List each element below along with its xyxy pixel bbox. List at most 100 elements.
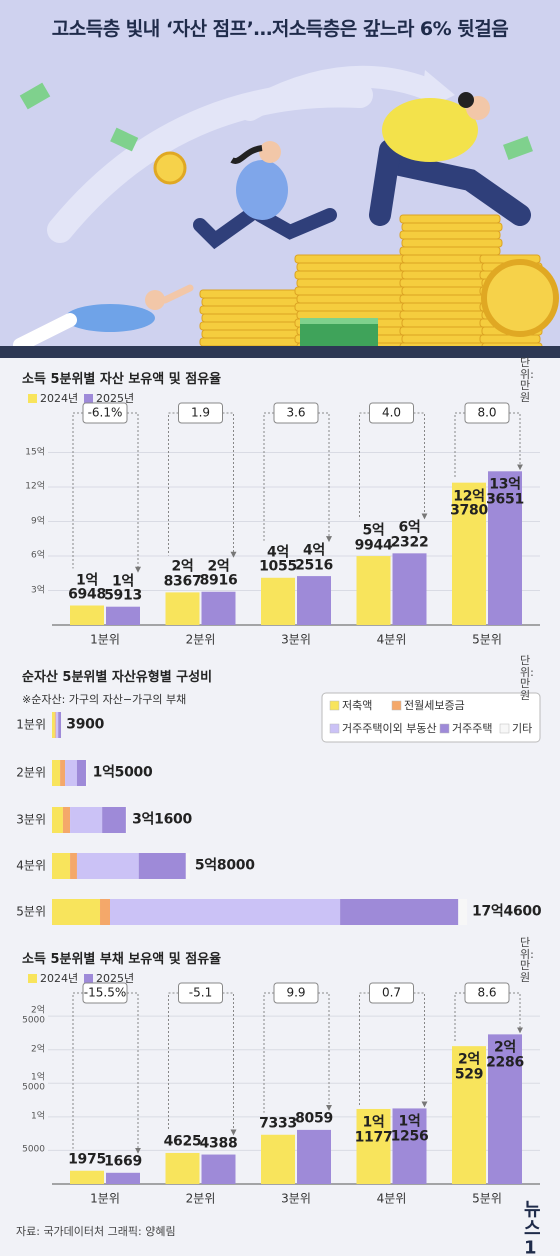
row-label: 4분위: [16, 858, 46, 873]
bar-segment: [55, 712, 59, 738]
coin-layer: [296, 294, 408, 304]
bar: [201, 591, 236, 625]
bar: [165, 592, 200, 625]
x-tick-label: 2분위: [185, 1191, 216, 1206]
big-coin: [481, 259, 559, 337]
change-label: -5.1: [188, 985, 213, 1000]
bar: [452, 482, 486, 625]
person-head: [259, 141, 281, 163]
value-label: 5억 9944: [354, 522, 393, 554]
connector: [318, 412, 332, 543]
x-tick-label: 2분위: [185, 632, 216, 647]
bar-segment: [110, 899, 341, 925]
person-head: [145, 290, 165, 310]
person-body: [65, 304, 155, 332]
legend-swatch: [28, 974, 37, 983]
bar-segment: [54, 712, 56, 738]
legend-swatch: [84, 394, 93, 403]
connector: [359, 412, 370, 520]
bar-segment: [52, 899, 101, 925]
legend-label: 2024년: [40, 972, 79, 986]
connector: [509, 992, 523, 1034]
connector: [413, 412, 428, 520]
coin-layer: [401, 238, 503, 248]
value-label: 1억 5913: [104, 573, 142, 604]
coin-layer: [294, 254, 406, 264]
total-label: 5억8000: [194, 857, 255, 874]
bar: [261, 577, 295, 625]
bar-segment: [52, 807, 63, 833]
value-label: 4625: [163, 1134, 202, 1151]
row-label: 3분위: [16, 812, 46, 827]
legend-swatch: [499, 723, 510, 734]
unit-label: 단위: 만 원: [520, 355, 534, 404]
bar-segment: [138, 853, 186, 879]
legend-label: 2024년: [40, 392, 79, 406]
coin-layer: [294, 302, 406, 312]
value-label: 1975: [68, 1151, 106, 1168]
connector: [454, 992, 465, 1043]
legend-label: 기타: [512, 722, 533, 736]
coin-layer: [201, 297, 303, 307]
bar: [488, 1034, 522, 1184]
y-tick-label: 1억 5000: [22, 1072, 45, 1093]
value-label: 8059: [295, 1111, 333, 1128]
coin-layer: [201, 313, 303, 323]
legend-swatch: [439, 723, 450, 734]
connector: [509, 412, 523, 471]
bar-segment: [58, 712, 62, 738]
legend-swatch: [28, 394, 37, 403]
value-label: 1억 1256: [390, 1113, 429, 1145]
chart-title: 소득 5분위별 자산 보유액 및 점유율: [22, 372, 222, 388]
value-label: 2억 8367: [163, 558, 202, 590]
y-tick-label: 5000: [22, 1144, 45, 1155]
bar-segment: [76, 760, 86, 786]
x-tick-label: 4분위: [376, 1191, 407, 1206]
bar: [106, 1172, 140, 1184]
value-label: 4억 2516: [295, 542, 333, 574]
coin-layer: [199, 321, 301, 331]
coin-layer: [296, 310, 408, 320]
legend-label: 2025년: [96, 972, 135, 986]
total-label: 3900: [66, 716, 105, 733]
bar: [392, 553, 427, 625]
coin-layer: [401, 222, 503, 232]
bar-segment: [85, 760, 88, 786]
connector: [222, 992, 237, 1136]
total-label: 3억1600: [132, 811, 192, 828]
bar-segment: [52, 712, 55, 738]
value-label: 4억 1055: [259, 544, 297, 575]
legend-label: 2025년: [96, 392, 135, 406]
bar: [70, 605, 104, 625]
bar: [165, 1152, 200, 1184]
bar: [201, 1154, 236, 1184]
coin-layer: [479, 334, 541, 344]
person-leg: [193, 208, 257, 250]
coin-layer: [294, 270, 406, 280]
person-body: [382, 98, 478, 162]
person-leg: [389, 154, 531, 226]
change-label: 9.9: [286, 985, 306, 1000]
value-label: 12억 3780: [450, 487, 488, 519]
coin-layer: [199, 337, 301, 347]
x-tick-label: 5분위: [472, 632, 502, 647]
value-label: 1억 1177: [354, 1114, 393, 1145]
value-label: 2억 2286: [486, 1039, 524, 1071]
coin-layer: [296, 278, 408, 288]
row-label: 5분위: [16, 904, 46, 919]
legend-label: 전월세보증금: [404, 699, 465, 713]
legend-label: 거주주택: [452, 722, 493, 736]
change-label: 8.6: [477, 985, 497, 1000]
value-label: 2억 529: [454, 1051, 484, 1083]
bar-segment: [70, 807, 103, 833]
value-label: 6억 2322: [390, 519, 429, 551]
bar: [356, 1108, 391, 1184]
connector: [263, 412, 274, 541]
change-label: 3.6: [286, 405, 306, 420]
connector: [127, 992, 141, 1154]
y-tick-label: 6억: [30, 550, 45, 561]
logo: 뉴스1: [524, 1199, 541, 1256]
floor: [0, 346, 560, 358]
total-label: 1억5000: [92, 764, 153, 781]
